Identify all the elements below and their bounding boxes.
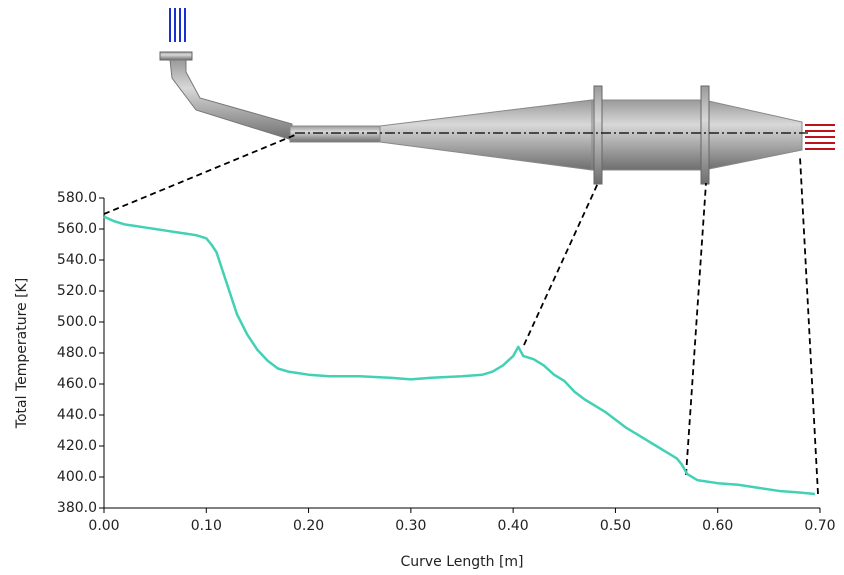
y-axis-label: Total Temperature [K]	[14, 278, 30, 429]
y-tick-label: 520.0	[57, 283, 97, 299]
y-tick-label: 560.0	[57, 221, 97, 237]
y-tick-label: 580.0	[57, 190, 97, 206]
y-tick-label: 500.0	[57, 314, 97, 330]
y-tick-label: 440.0	[57, 407, 97, 423]
x-tick-label: 0.20	[293, 518, 324, 534]
y-tick-label: 540.0	[57, 252, 97, 268]
x-tick-label: 0.10	[191, 518, 222, 534]
y-tick-label: 460.0	[57, 376, 97, 392]
x-tick-label: 0.30	[395, 518, 426, 534]
x-tick-label: 0.00	[88, 518, 119, 534]
x-tick-label: 0.70	[804, 518, 835, 534]
x-tick-label: 0.50	[600, 518, 631, 534]
data-line	[104, 217, 815, 494]
y-tick-label: 400.0	[57, 469, 97, 485]
x-tick-label: 0.60	[702, 518, 733, 534]
x-axis-label: Curve Length [m]	[400, 554, 523, 570]
leader-lines	[104, 135, 818, 494]
chart: Total Temperature [K] Curve Length [m] 3…	[0, 0, 844, 575]
y-tick-label: 420.0	[57, 438, 97, 454]
y-tick-label: 480.0	[57, 345, 97, 361]
x-tick-label: 0.40	[498, 518, 529, 534]
y-tick-label: 380.0	[57, 500, 97, 516]
exhaust-model	[160, 8, 835, 184]
